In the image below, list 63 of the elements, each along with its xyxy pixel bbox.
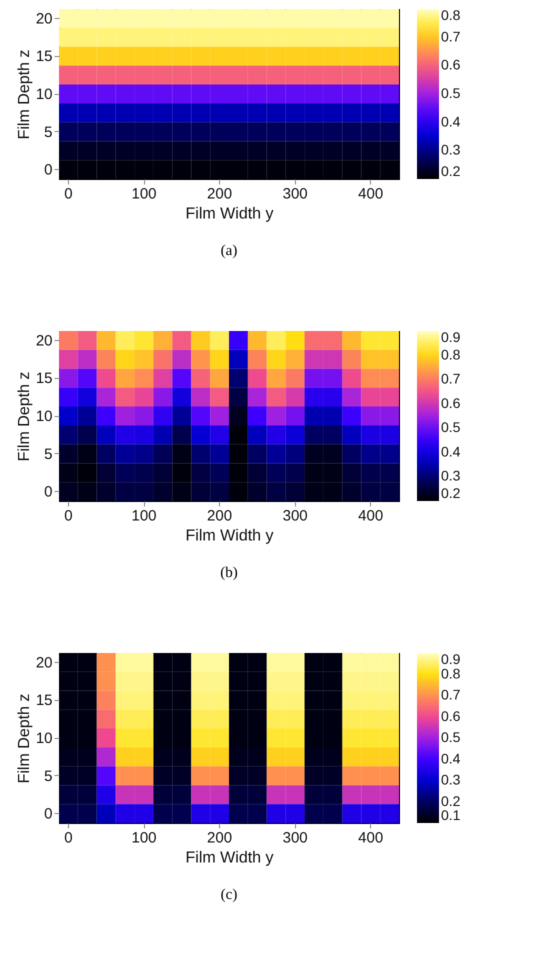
color-bar-label: 0.2: [441, 485, 461, 501]
y-axis-title: Film Depth z: [16, 694, 33, 784]
color-bar-label: 0.2: [441, 792, 461, 809]
y-tick-label: 10: [36, 86, 52, 103]
y-tick-label: 10: [36, 730, 52, 747]
x-tick-label: 100: [131, 830, 157, 846]
x-tick-label: 400: [358, 186, 384, 202]
y-axis-title: Film Depth z: [16, 50, 33, 140]
y-tick-label: 5: [44, 446, 52, 463]
x-tick-label: 0: [64, 508, 73, 524]
color-bar-label: 0.8: [441, 346, 461, 362]
y-tick-label: 0: [44, 162, 52, 179]
y-tick-label: 10: [36, 408, 52, 425]
color-bar-label: 0.1: [441, 807, 461, 823]
y-axis-title: Film Depth z: [16, 372, 33, 462]
y-tick-label: 20: [36, 332, 52, 350]
x-tick-label: 300: [282, 186, 308, 202]
color-bar-label: 0.6: [441, 708, 461, 724]
color-bar-label: 0.6: [441, 394, 461, 411]
color-bar-label: 0.7: [441, 370, 461, 387]
x-tick-label: 200: [207, 186, 232, 202]
x-tick-label: 300: [282, 830, 308, 846]
color-bar-label: 0.4: [441, 443, 461, 460]
color-bar-label: 0.4: [441, 750, 461, 766]
text: (c): [220, 887, 238, 903]
color-bar-label: 0.5: [441, 419, 461, 436]
y-tick-label: 0: [44, 484, 52, 501]
y-tick-label: 15: [36, 370, 52, 388]
color-bar-label: 0.8: [441, 7, 461, 23]
text: (a): [220, 243, 238, 259]
x-tick-label: 100: [131, 186, 157, 202]
color-bar-label: 0.8: [441, 665, 461, 682]
y-tick-label: 5: [44, 768, 52, 785]
color-bar-label: 0.5: [441, 85, 461, 101]
y-tick-label: 15: [36, 692, 52, 710]
color-bar-label: 0.2: [441, 163, 461, 179]
x-tick-label: 200: [207, 830, 232, 846]
x-axis-title: Film Width y: [186, 850, 274, 866]
text: (b): [220, 565, 238, 581]
color-bar-label: 0.9: [441, 329, 461, 345]
x-tick-label: 200: [207, 508, 232, 524]
color-bar-label: 0.5: [441, 729, 461, 745]
x-axis-title: Film Width y: [186, 206, 274, 222]
x-tick-label: 400: [358, 508, 384, 524]
color-bar-label: 0.7: [441, 28, 461, 44]
color-bar-label: 0.6: [441, 56, 461, 73]
color-bar-label: 0.7: [441, 686, 461, 702]
y-tick-label: 0: [44, 806, 52, 823]
y-tick-label: 5: [44, 124, 52, 141]
y-tick-label: 15: [36, 48, 52, 66]
x-tick-label: 300: [282, 508, 308, 524]
x-tick-label: 100: [131, 508, 157, 524]
x-tick-label: 0: [64, 186, 73, 202]
color-bar-label: 0.4: [441, 113, 461, 130]
x-tick-label: 400: [358, 830, 384, 846]
color-bar-label: 0.3: [441, 142, 461, 158]
color-bar-label: 0.3: [441, 468, 461, 484]
x-axis-title: Film Width y: [186, 528, 274, 544]
y-tick-label: 20: [36, 10, 52, 28]
y-tick-label: 20: [36, 654, 52, 672]
x-tick-label: 0: [64, 830, 73, 846]
color-bar-label: 0.9: [441, 651, 461, 667]
color-bar-label: 0.3: [441, 772, 461, 788]
